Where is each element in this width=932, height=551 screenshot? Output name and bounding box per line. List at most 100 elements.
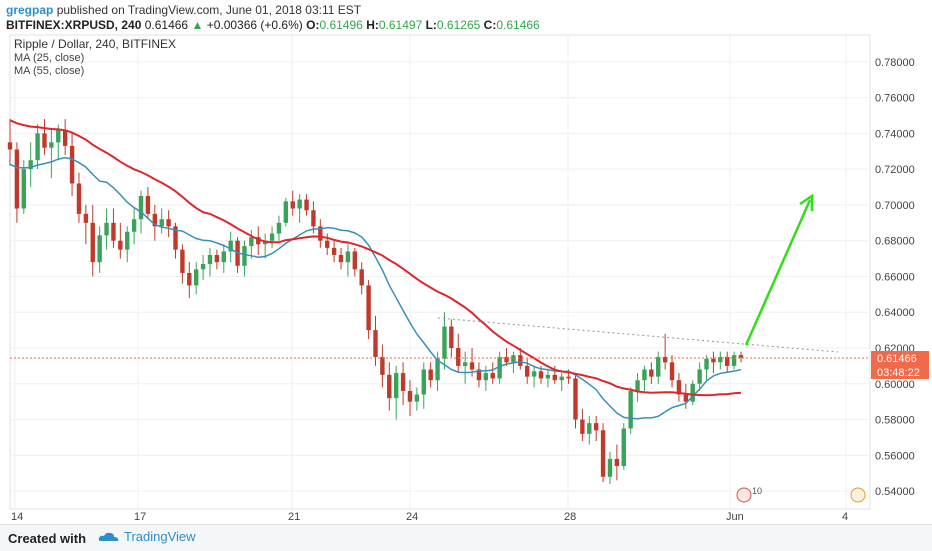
y-tick-label: 0.78000 — [875, 57, 915, 69]
candle-body — [628, 390, 633, 429]
legend-ma25: MA (25, close) — [14, 52, 84, 64]
candle-body — [131, 219, 137, 232]
candle-body — [373, 330, 378, 357]
candle-body — [428, 369, 433, 381]
dividend-event-icon[interactable] — [850, 487, 866, 503]
candle-body — [221, 251, 226, 263]
candle-body — [587, 423, 592, 434]
candle-body — [656, 356, 661, 377]
price-axis[interactable]: 0.78000 0.76000 0.74000 0.72000 0.70000 0.680… — [875, 57, 915, 498]
candle-body — [435, 358, 440, 381]
candle-body — [456, 348, 461, 366]
candle-body — [697, 369, 702, 384]
candle-body — [214, 255, 220, 263]
candle-body — [159, 219, 164, 227]
candle-body — [711, 358, 716, 363]
candle-body — [525, 365, 530, 377]
candle-body — [352, 251, 358, 270]
candle-body — [62, 129, 68, 146]
candle-body — [118, 240, 123, 250]
calendar-event-icon[interactable] — [736, 487, 752, 503]
candle-body — [249, 237, 254, 247]
candle-body — [545, 374, 551, 379]
candle-body — [35, 133, 40, 161]
candle-body — [269, 233, 275, 241]
candle-body — [669, 362, 675, 381]
up-arrow-icon: ▲ — [191, 18, 204, 32]
candle-body — [69, 145, 75, 184]
candle-body — [621, 428, 626, 467]
grid-lines — [10, 35, 870, 509]
y-tick-label: 0.56000 — [875, 450, 915, 462]
candle-body — [614, 458, 620, 467]
candle-body — [83, 213, 89, 223]
candle-body — [42, 133, 47, 148]
x-tick-label: 14 — [11, 511, 23, 523]
candle-body — [49, 142, 54, 148]
symbol-label: BITFINEX:XRPUSD, 240 — [6, 18, 142, 32]
candle-body — [338, 255, 344, 263]
author-name[interactable]: gregpap — [6, 3, 54, 17]
tradingview-logo[interactable]: TradingView — [98, 529, 196, 544]
candle-body — [449, 326, 454, 349]
y-tick-label: 0.60000 — [875, 379, 915, 391]
candle-body — [345, 251, 351, 263]
y-tick-label: 0.74000 — [875, 128, 915, 140]
candle-body — [531, 371, 537, 377]
candle-body — [635, 380, 640, 391]
candle-body — [193, 269, 199, 286]
open-value: 0.61496 — [319, 18, 363, 32]
candle-body — [490, 373, 495, 379]
price-tag-value: 0.61466 — [877, 353, 917, 365]
ma25-line — [9, 156, 742, 420]
candle-body — [297, 199, 302, 209]
candle-body — [331, 247, 337, 256]
candle-body — [76, 183, 82, 214]
created-with-text: Created with — [8, 531, 87, 546]
candle-body — [311, 210, 316, 227]
candle-body — [138, 195, 144, 220]
candle-body — [476, 369, 482, 381]
candle-body — [731, 355, 737, 366]
candle-body — [400, 373, 406, 391]
candle-body — [56, 129, 61, 143]
x-tick-label: 24 — [406, 511, 418, 523]
candle-body — [387, 374, 392, 399]
low-label: L: — [425, 18, 437, 32]
candle-body — [318, 226, 323, 241]
candle-body — [407, 390, 413, 402]
candle-body — [290, 201, 295, 209]
candle-body — [173, 226, 178, 250]
countdown-value: 03:48:22 — [877, 367, 920, 379]
candle-body — [152, 213, 158, 227]
plot-area — [9, 34, 871, 510]
candle-body — [97, 235, 102, 263]
trendline — [437, 317, 839, 353]
candle-body — [725, 356, 730, 366]
candle-body — [642, 369, 647, 381]
candle-body — [256, 237, 261, 245]
price-tag — [871, 351, 929, 365]
time-axis[interactable]: 14 17 21 24 28 Jun 4 — [11, 511, 848, 523]
candle-body — [607, 458, 613, 477]
footer-bar: Created with TradingView — [0, 524, 932, 551]
candle-body — [200, 263, 206, 270]
close-label: C: — [483, 18, 497, 32]
price-chart[interactable]: 0.78000 0.76000 0.74000 0.72000 0.70000 0.680… — [0, 0, 932, 524]
candle-body — [442, 326, 447, 359]
y-tick-label: 0.66000 — [875, 271, 915, 283]
candle-body — [552, 374, 558, 381]
candle-body — [600, 430, 606, 477]
x-tick-label: 17 — [134, 511, 146, 523]
candle-body — [125, 231, 130, 250]
x-tick-label: 28 — [564, 511, 576, 523]
candle-body — [283, 201, 289, 223]
candle-body — [559, 376, 564, 381]
candle-body — [718, 356, 723, 363]
y-tick-label: 0.70000 — [875, 200, 915, 212]
candle-body — [538, 371, 544, 379]
candle-body — [676, 380, 682, 395]
candle-body — [180, 249, 185, 273]
candle-body — [518, 355, 523, 366]
candle-body — [469, 362, 475, 370]
